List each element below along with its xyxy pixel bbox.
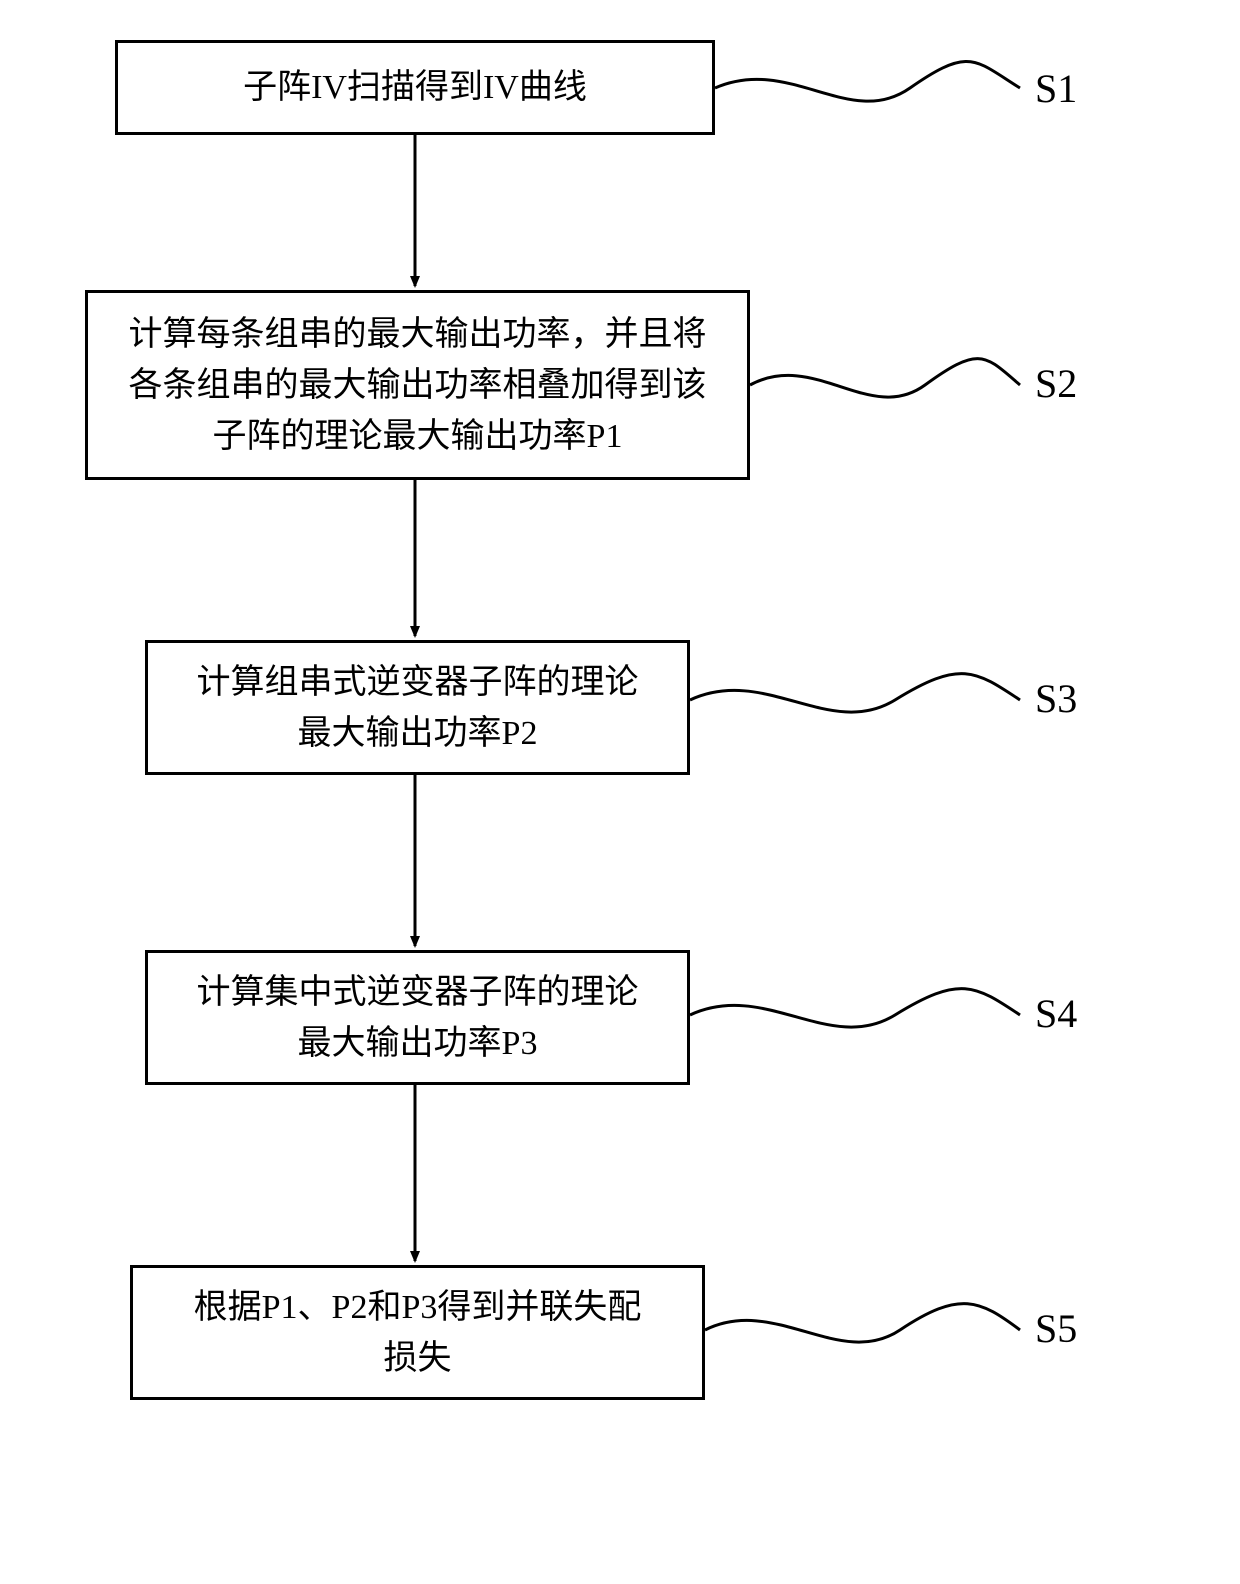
flowchart-canvas: 子阵IV扫描得到IV曲线 S1 计算每条组串的最大输出功率，并且将 各条组串的最… xyxy=(0,0,1240,1584)
step-label-s5: S5 xyxy=(1035,1305,1077,1352)
step-label-s4: S4 xyxy=(1035,990,1077,1037)
step-box-s1: 子阵IV扫描得到IV曲线 xyxy=(115,40,715,135)
step-text-s2: 计算每条组串的最大输出功率，并且将 各条组串的最大输出功率相叠加得到该 子阵的理… xyxy=(129,309,707,462)
curve-s1 xyxy=(715,61,1020,101)
step-label-s1: S1 xyxy=(1035,65,1077,112)
step-box-s4: 计算集中式逆变器子阵的理论 最大输出功率P3 xyxy=(145,950,690,1085)
step-text-s4: 计算集中式逆变器子阵的理论 最大输出功率P3 xyxy=(197,967,639,1069)
step-text-s3: 计算组串式逆变器子阵的理论 最大输出功率P2 xyxy=(197,657,639,759)
curve-s5 xyxy=(705,1304,1020,1342)
step-label-s3: S3 xyxy=(1035,675,1077,722)
curve-s3 xyxy=(690,674,1020,712)
step-text-s1: 子阵IV扫描得到IV曲线 xyxy=(243,62,587,113)
step-label-s2: S2 xyxy=(1035,360,1077,407)
step-box-s5: 根据P1、P2和P3得到并联失配 损失 xyxy=(130,1265,705,1400)
step-text-s5: 根据P1、P2和P3得到并联失配 损失 xyxy=(194,1282,642,1384)
step-box-s3: 计算组串式逆变器子阵的理论 最大输出功率P2 xyxy=(145,640,690,775)
curve-s4 xyxy=(690,989,1020,1027)
step-box-s2: 计算每条组串的最大输出功率，并且将 各条组串的最大输出功率相叠加得到该 子阵的理… xyxy=(85,290,750,480)
curve-s2 xyxy=(750,359,1020,397)
